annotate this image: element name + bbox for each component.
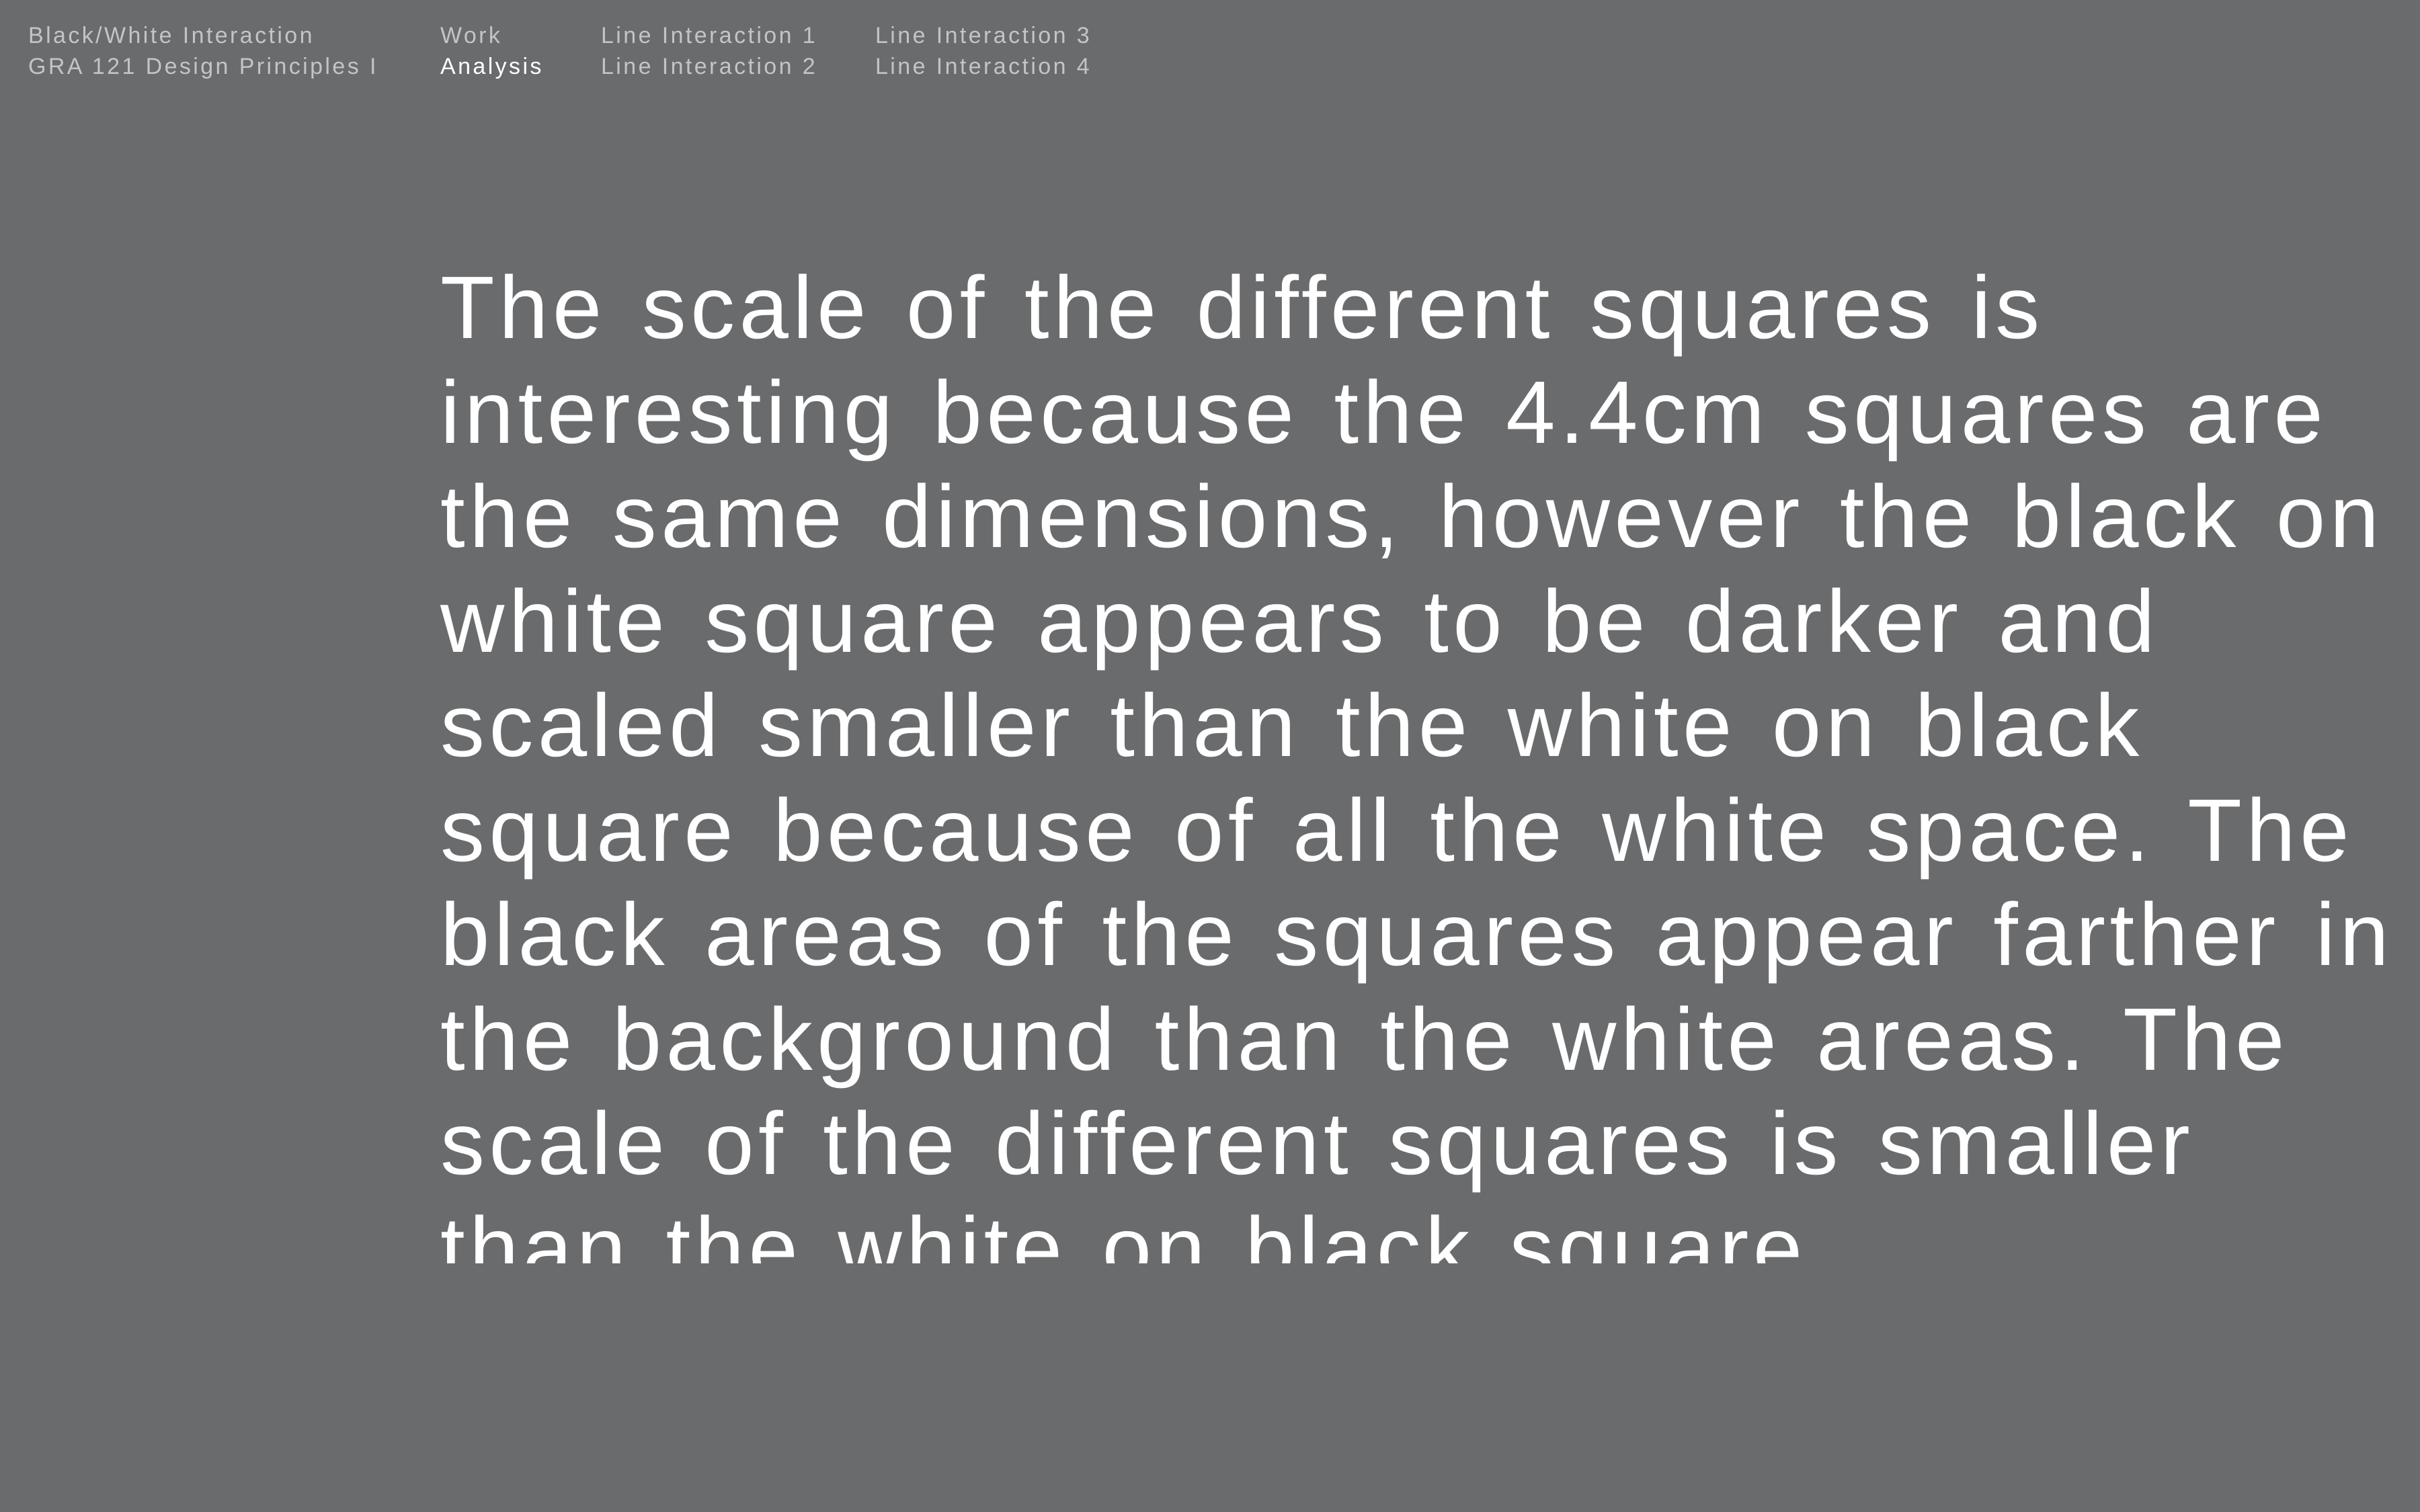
nav-item-line-interaction-4[interactable]: Line Interaction 4 — [875, 54, 1092, 79]
nav-item-work[interactable]: Work — [440, 23, 503, 48]
site-heading: Black/White Interaction GRA 121 Design P… — [28, 20, 378, 82]
analysis-text-scroll-area[interactable]: The scale of the different squares is in… — [440, 255, 2403, 1263]
line-interaction-nav-2: Line Interaction 3 Line Interaction 4 — [875, 20, 1092, 82]
nav-item-line-interaction-3[interactable]: Line Interaction 3 — [875, 23, 1092, 48]
top-navigation: Black/White Interaction GRA 121 Design P… — [0, 20, 2420, 87]
nav-item-analysis[interactable]: Analysis — [440, 54, 544, 79]
line-interaction-nav-1: Line Interaction 1 Line Interaction 2 — [601, 20, 817, 82]
analysis-text: The scale of the different squares is in… — [440, 258, 2394, 1263]
site-title-link[interactable]: Black/White Interaction — [28, 23, 315, 48]
nav-item-line-interaction-2[interactable]: Line Interaction 2 — [601, 54, 818, 79]
nav-item-line-interaction-1[interactable]: Line Interaction 1 — [601, 23, 818, 48]
course-label: GRA 121 Design Principles I — [28, 54, 378, 79]
main-nav: Work Analysis — [440, 20, 544, 82]
